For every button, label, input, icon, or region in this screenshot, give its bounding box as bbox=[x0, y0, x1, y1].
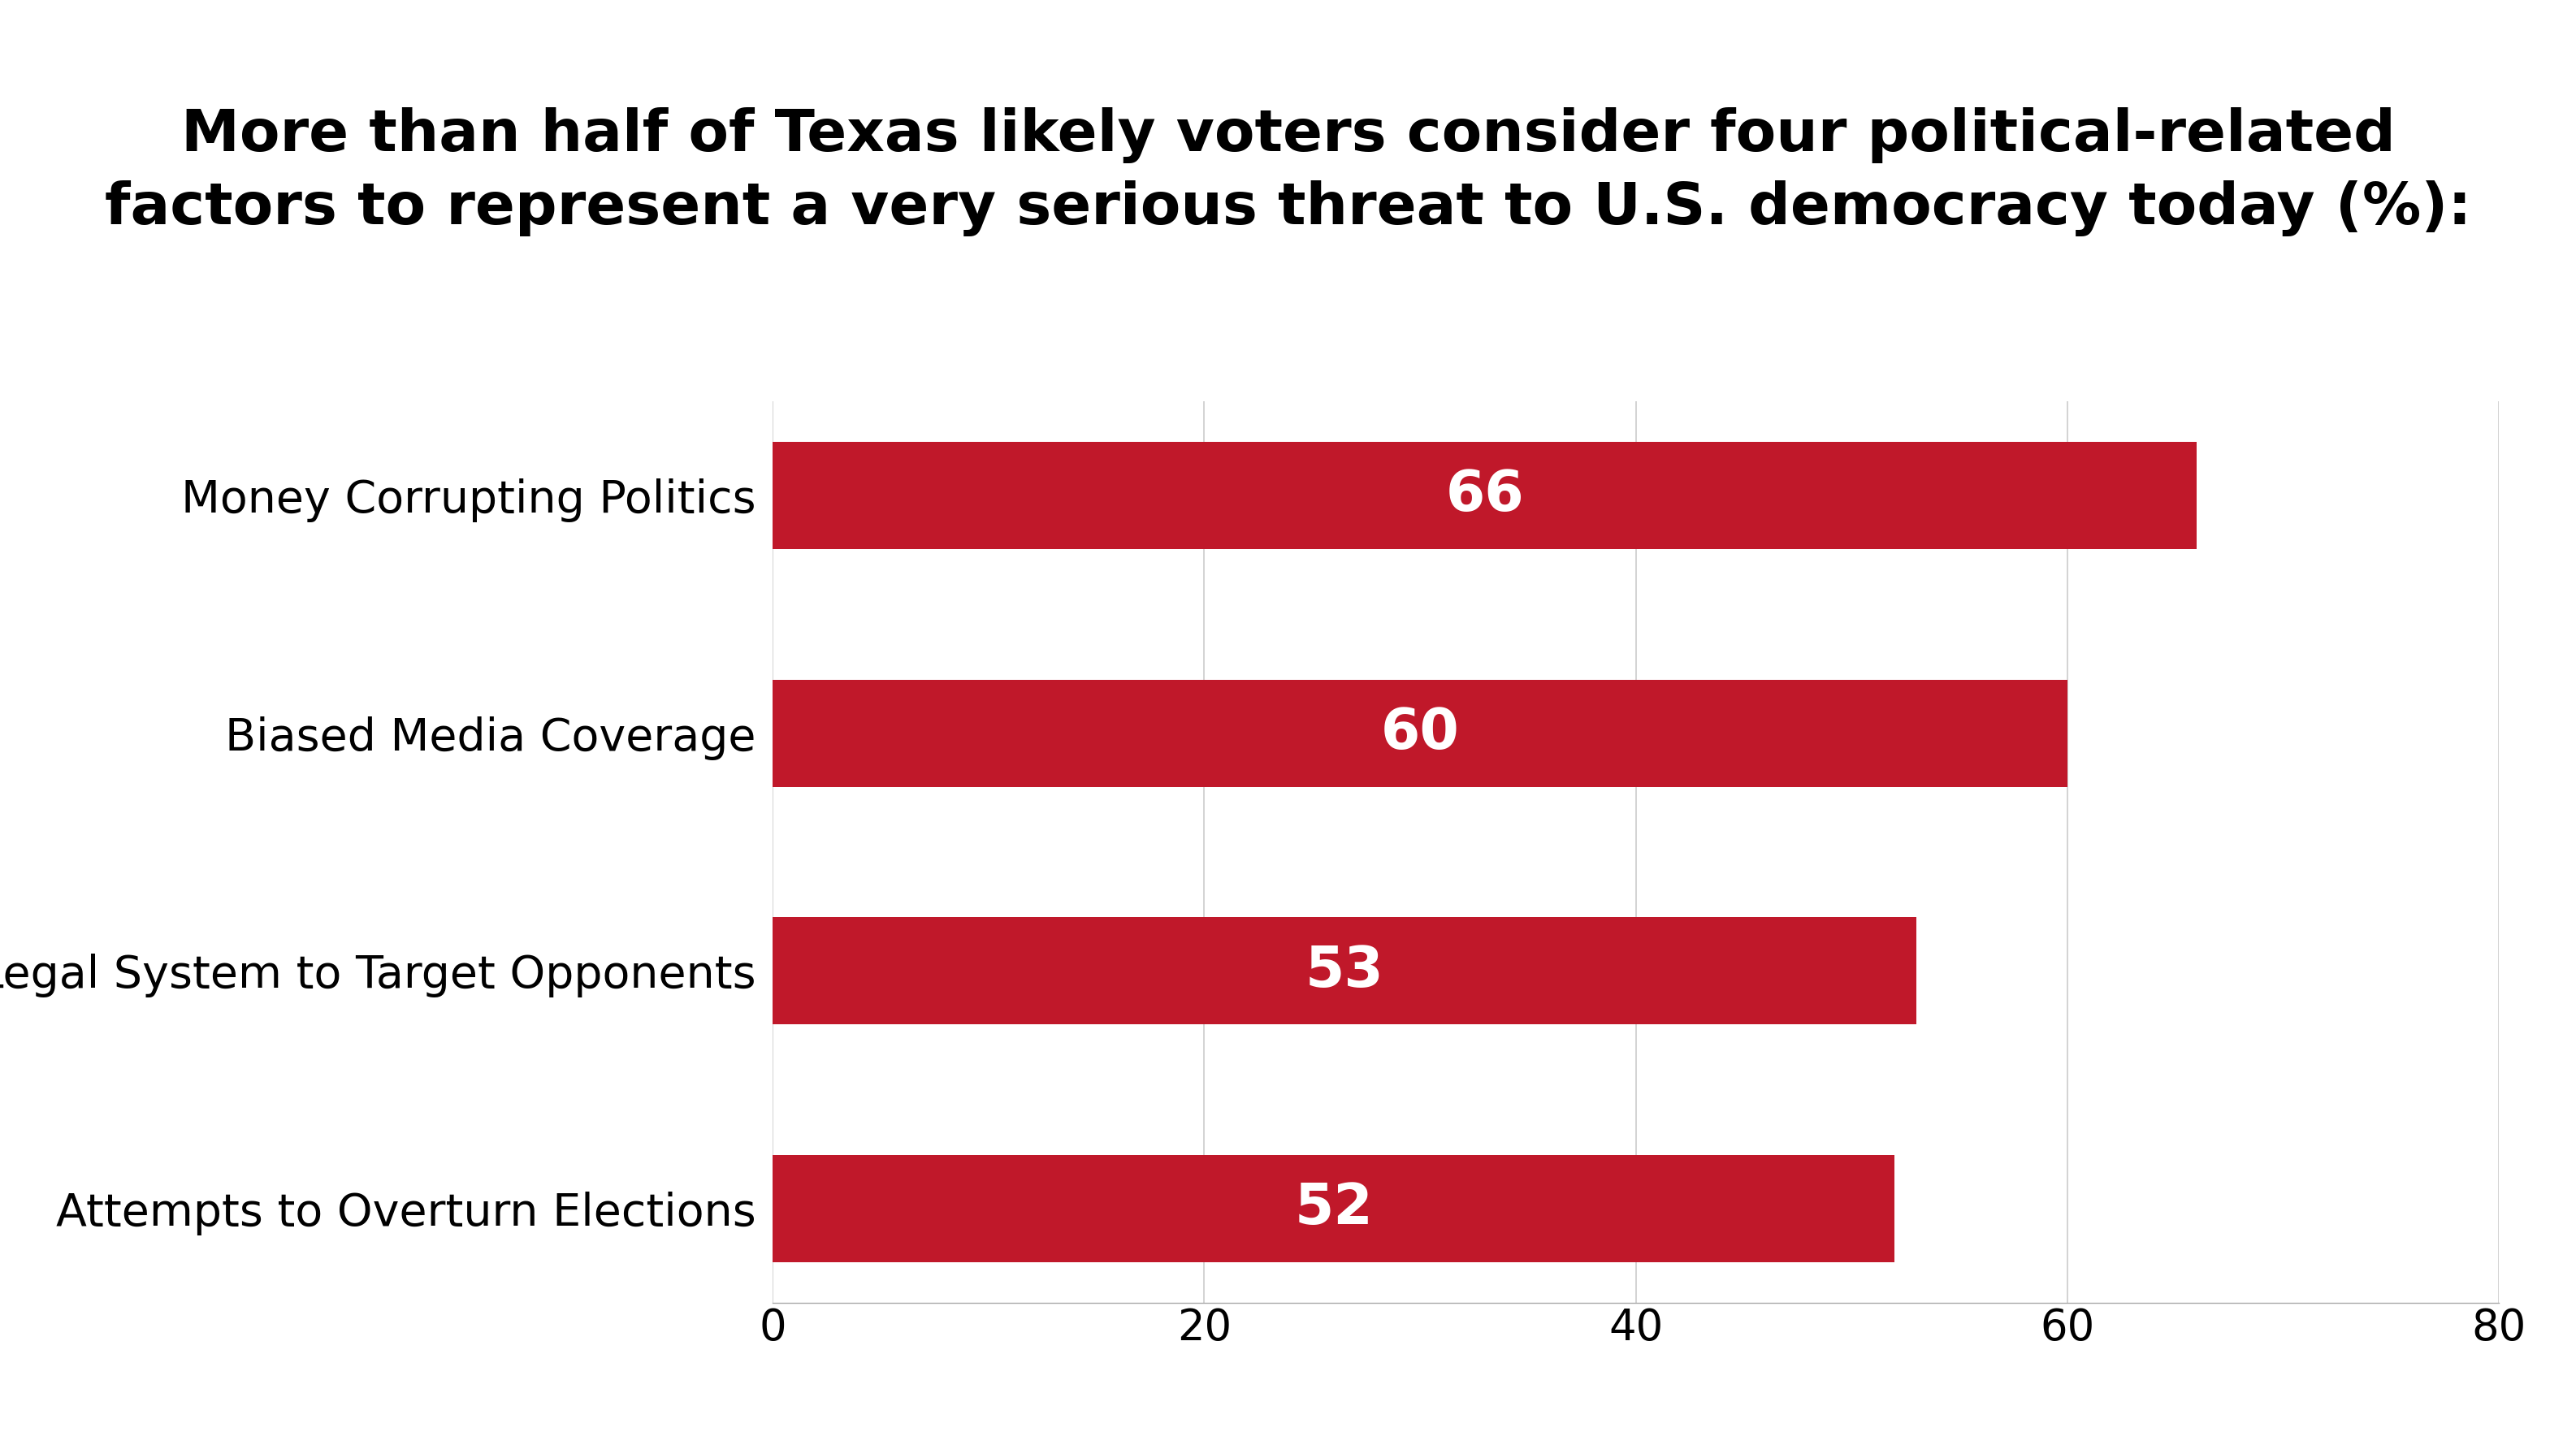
Bar bbox=[773, 680, 2066, 786]
Text: 66: 66 bbox=[1445, 468, 1525, 523]
Text: More than half of Texas likely voters consider four political-related
factors to: More than half of Texas likely voters co… bbox=[106, 107, 2470, 236]
Bar bbox=[773, 442, 2197, 548]
Text: 60: 60 bbox=[1381, 706, 1461, 760]
Bar bbox=[773, 918, 1917, 1024]
Text: 52: 52 bbox=[1293, 1181, 1373, 1236]
Text: 53: 53 bbox=[1306, 944, 1383, 998]
Bar bbox=[773, 1156, 1893, 1262]
